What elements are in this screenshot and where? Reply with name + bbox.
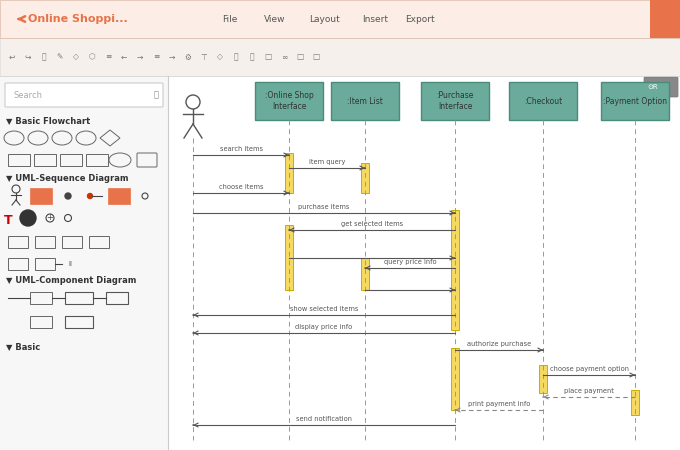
Text: File: File [222, 14, 238, 23]
Text: ▼ Basic Flowchart: ▼ Basic Flowchart [6, 116, 90, 125]
Bar [0, 0, 680, 38]
Circle shape [88, 194, 92, 198]
Text: T: T [3, 213, 12, 226]
Text: ◇: ◇ [217, 53, 223, 62]
Bar [285, 225, 293, 290]
Text: print payment info: print payment info [468, 401, 530, 407]
Text: authorize purchase: authorize purchase [467, 341, 531, 347]
Text: 🔍: 🔍 [154, 90, 158, 99]
Text: 🔓: 🔓 [250, 53, 254, 62]
Bar [86, 154, 108, 166]
Text: :Checkout: :Checkout [524, 96, 562, 105]
Bar [451, 348, 459, 410]
Bar [30, 188, 52, 204]
Bar [168, 76, 680, 450]
Text: :Item List: :Item List [347, 96, 383, 105]
Circle shape [20, 210, 36, 226]
Bar [255, 82, 323, 120]
Bar [0, 76, 168, 450]
Text: ✎: ✎ [57, 53, 63, 62]
Text: □: □ [265, 53, 271, 62]
Text: ↪: ↪ [24, 53, 31, 62]
Bar [65, 292, 93, 304]
Text: +: + [46, 213, 54, 222]
Text: :Online Shop
Interface: :Online Shop Interface [265, 91, 313, 111]
Bar [361, 258, 369, 290]
Bar [65, 316, 93, 328]
Text: search items: search items [220, 146, 262, 152]
Text: get selected items: get selected items [341, 221, 403, 227]
Bar [539, 365, 547, 393]
Text: □: □ [312, 53, 320, 62]
Text: →: → [137, 53, 143, 62]
Text: purchase items: purchase items [299, 204, 350, 210]
Text: ▼ Basic: ▼ Basic [6, 342, 40, 351]
Bar [8, 258, 28, 270]
Text: :Purchase
Interface: :Purchase Interface [437, 91, 474, 111]
Text: View: View [265, 14, 286, 23]
Bar [601, 82, 669, 120]
Text: show selected items: show selected items [290, 306, 358, 312]
Bar [35, 258, 55, 270]
Text: Search: Search [14, 90, 43, 99]
Bar [35, 236, 55, 248]
Text: send notification: send notification [296, 416, 352, 422]
Bar [30, 292, 52, 304]
Text: :Payment Option: :Payment Option [603, 96, 667, 105]
Text: ⚙: ⚙ [184, 53, 192, 62]
Text: ◇: ◇ [73, 53, 79, 62]
Bar [509, 82, 577, 120]
Bar [8, 236, 28, 248]
Bar [30, 316, 52, 328]
Text: ↩: ↩ [9, 53, 15, 62]
Text: ⬡: ⬡ [88, 53, 95, 62]
Text: ▼ UML-Sequence Diagram: ▼ UML-Sequence Diagram [6, 174, 129, 183]
Text: →: → [169, 53, 175, 62]
Text: item query: item query [309, 159, 345, 165]
Bar [421, 82, 489, 120]
FancyBboxPatch shape [644, 77, 678, 97]
Bar [89, 236, 109, 248]
Text: place payment: place payment [564, 388, 614, 394]
Text: 🗑: 🗑 [41, 53, 46, 62]
Text: Insert: Insert [362, 14, 388, 23]
Bar [8, 154, 30, 166]
Bar [331, 82, 399, 120]
Text: ▼ UML-Component Diagram: ▼ UML-Component Diagram [6, 276, 137, 285]
Bar [451, 210, 459, 330]
Text: Export: Export [405, 14, 435, 23]
Bar [631, 390, 639, 415]
Bar [361, 163, 369, 193]
Bar [60, 154, 82, 166]
Text: II: II [68, 261, 72, 267]
Text: ≡: ≡ [105, 53, 112, 62]
Text: ∞: ∞ [281, 53, 287, 62]
Text: ⊤: ⊤ [201, 53, 207, 62]
Bar [0, 38, 680, 76]
Text: query price info: query price info [384, 259, 437, 265]
Bar [108, 188, 130, 204]
Bar [106, 292, 128, 304]
Text: choose payment option: choose payment option [549, 366, 628, 372]
Text: ≡: ≡ [153, 53, 159, 62]
Text: 🔒: 🔒 [234, 53, 238, 62]
Text: display price info: display price info [295, 324, 353, 330]
Text: Online Shoppi...: Online Shoppi... [28, 14, 128, 24]
Text: ←: ← [121, 53, 127, 62]
Text: ⊙R: ⊙R [647, 84, 658, 90]
Circle shape [65, 193, 71, 199]
Bar [62, 236, 82, 248]
Bar [34, 154, 56, 166]
Bar [285, 153, 293, 193]
Text: Layout: Layout [309, 14, 341, 23]
Bar [650, 0, 680, 38]
FancyBboxPatch shape [5, 83, 163, 107]
Text: □: □ [296, 53, 304, 62]
Text: choose items: choose items [219, 184, 263, 190]
